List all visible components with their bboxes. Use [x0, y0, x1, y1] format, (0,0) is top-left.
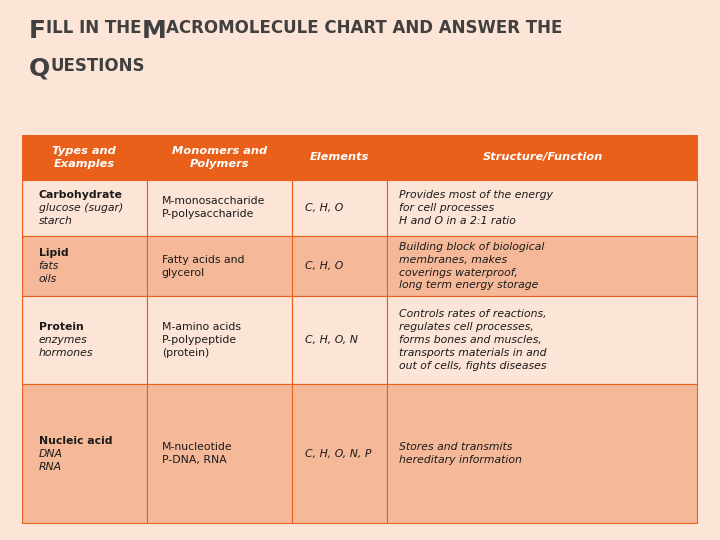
Bar: [147, 236, 292, 296]
Text: F: F: [29, 19, 46, 43]
Text: Stores and transmits: Stores and transmits: [400, 442, 513, 453]
Text: Q: Q: [29, 57, 50, 80]
Bar: [147, 180, 292, 236]
Bar: [22, 135, 147, 180]
Text: ACROMOLECULE CHART AND ANSWER THE: ACROMOLECULE CHART AND ANSWER THE: [166, 19, 562, 37]
Bar: [22, 236, 147, 296]
Text: out of cells, fights diseases: out of cells, fights diseases: [400, 361, 546, 371]
Bar: [387, 236, 698, 296]
Bar: [387, 296, 698, 384]
Text: oils: oils: [39, 274, 57, 284]
Text: ILL IN THE: ILL IN THE: [46, 19, 141, 37]
Text: C, H, O: C, H, O: [305, 261, 343, 271]
Text: Provides most of the energy: Provides most of the energy: [400, 190, 553, 200]
Text: glycerol: glycerol: [162, 268, 204, 278]
Text: Structure/Function: Structure/Function: [482, 152, 603, 163]
Text: M-nucleotide: M-nucleotide: [162, 442, 233, 453]
Bar: [147, 135, 292, 180]
Text: starch: starch: [39, 216, 73, 226]
Text: M: M: [141, 19, 166, 43]
Text: (protein): (protein): [162, 348, 209, 358]
Text: hereditary information: hereditary information: [400, 455, 522, 465]
Text: Building block of biological: Building block of biological: [400, 242, 544, 252]
Bar: [292, 296, 387, 384]
Bar: [22, 180, 147, 236]
Bar: [147, 384, 292, 524]
Text: Carbohydrate: Carbohydrate: [39, 190, 122, 200]
Bar: [292, 180, 387, 236]
Text: C, H, O, N, P: C, H, O, N, P: [305, 449, 371, 459]
Text: Lipid: Lipid: [39, 248, 68, 258]
Bar: [387, 384, 698, 524]
Text: DNA: DNA: [39, 449, 63, 459]
Bar: [147, 296, 292, 384]
Text: C, H, O: C, H, O: [305, 203, 343, 213]
Text: glucose (sugar): glucose (sugar): [39, 203, 123, 213]
Text: transports materials in and: transports materials in and: [400, 348, 546, 358]
Bar: [22, 384, 147, 524]
Text: C, H, O, N: C, H, O, N: [305, 335, 357, 345]
Text: P-polysaccharide: P-polysaccharide: [162, 210, 254, 219]
Text: Elements: Elements: [310, 152, 369, 163]
Bar: [387, 135, 698, 180]
Text: regulates cell processes,: regulates cell processes,: [400, 322, 534, 332]
Text: UESTIONS: UESTIONS: [50, 57, 145, 75]
Text: hormones: hormones: [39, 348, 93, 358]
Text: forms bones and muscles,: forms bones and muscles,: [400, 335, 542, 345]
Text: H and O in a 2:1 ratio: H and O in a 2:1 ratio: [400, 216, 516, 226]
Bar: [22, 296, 147, 384]
Text: coverings waterproof,: coverings waterproof,: [400, 268, 518, 278]
Text: fats: fats: [39, 261, 59, 271]
Bar: [387, 180, 698, 236]
Text: for cell processes: for cell processes: [400, 203, 495, 213]
Text: M-amino acids: M-amino acids: [162, 322, 240, 332]
Text: membranes, makes: membranes, makes: [400, 255, 508, 265]
Text: RNA: RNA: [39, 462, 62, 471]
Text: long term energy storage: long term energy storage: [400, 280, 539, 291]
Text: Types and
Examples: Types and Examples: [53, 146, 116, 168]
Text: Monomers and
Polymers: Monomers and Polymers: [172, 146, 267, 168]
Text: Nucleic acid: Nucleic acid: [39, 436, 112, 446]
Text: Fatty acids and: Fatty acids and: [162, 255, 244, 265]
Bar: [292, 135, 387, 180]
Text: M-monosaccharide: M-monosaccharide: [162, 197, 265, 206]
Text: enzymes: enzymes: [39, 335, 87, 345]
Text: Protein: Protein: [39, 322, 84, 332]
Text: Controls rates of reactions,: Controls rates of reactions,: [400, 309, 547, 320]
Text: P-DNA, RNA: P-DNA, RNA: [162, 455, 227, 465]
Bar: [292, 236, 387, 296]
Bar: [292, 384, 387, 524]
Text: P-polypeptide: P-polypeptide: [162, 335, 237, 345]
